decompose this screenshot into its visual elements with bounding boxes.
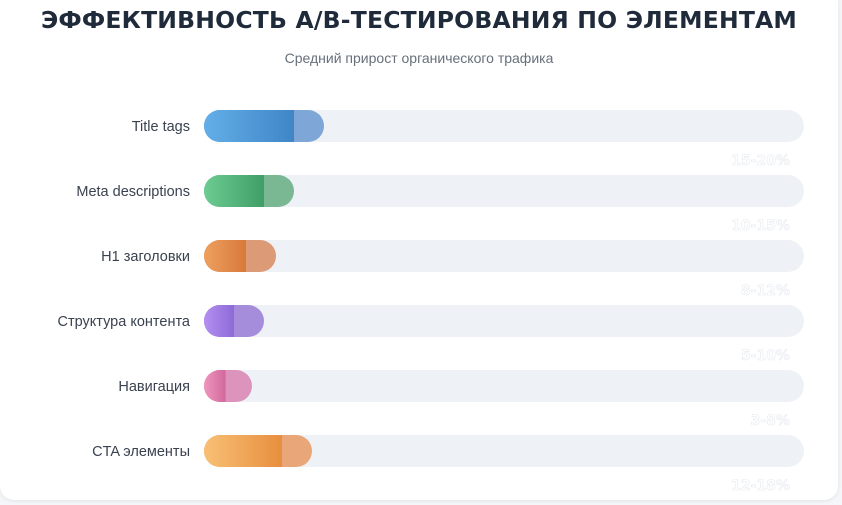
bar-track [204, 240, 804, 272]
bar [204, 370, 226, 402]
bar-track [204, 435, 804, 467]
bar-track [204, 370, 804, 402]
value-label: 8-12% [741, 283, 790, 299]
category-label: Структура контента [58, 314, 191, 330]
category-label: H1 заголовки [101, 249, 190, 265]
category-label: Title tags [132, 119, 190, 135]
bar [204, 175, 264, 207]
value-label: 5-10% [741, 348, 790, 364]
value-label: 12-18% [731, 478, 790, 494]
value-label: 10-15% [731, 218, 790, 234]
value-label: 15-20% [731, 153, 790, 169]
category-label: Навигация [118, 379, 190, 395]
bar-track [204, 175, 804, 207]
bar [204, 435, 282, 467]
category-label: CTA элементы [92, 444, 190, 460]
category-label: Meta descriptions [76, 184, 190, 200]
bar [204, 240, 246, 272]
chart-subtitle: Средний прирост органического трафика [284, 50, 554, 66]
bar-track [204, 110, 804, 142]
chart-title: ЭФФЕКТИВНОСТЬ A/B-ТЕСТИРОВАНИЯ ПО ЭЛЕМЕН… [40, 6, 798, 34]
value-label: 3-8% [751, 413, 790, 429]
bar [204, 305, 234, 337]
bar [204, 110, 294, 142]
bar-track [204, 305, 804, 337]
